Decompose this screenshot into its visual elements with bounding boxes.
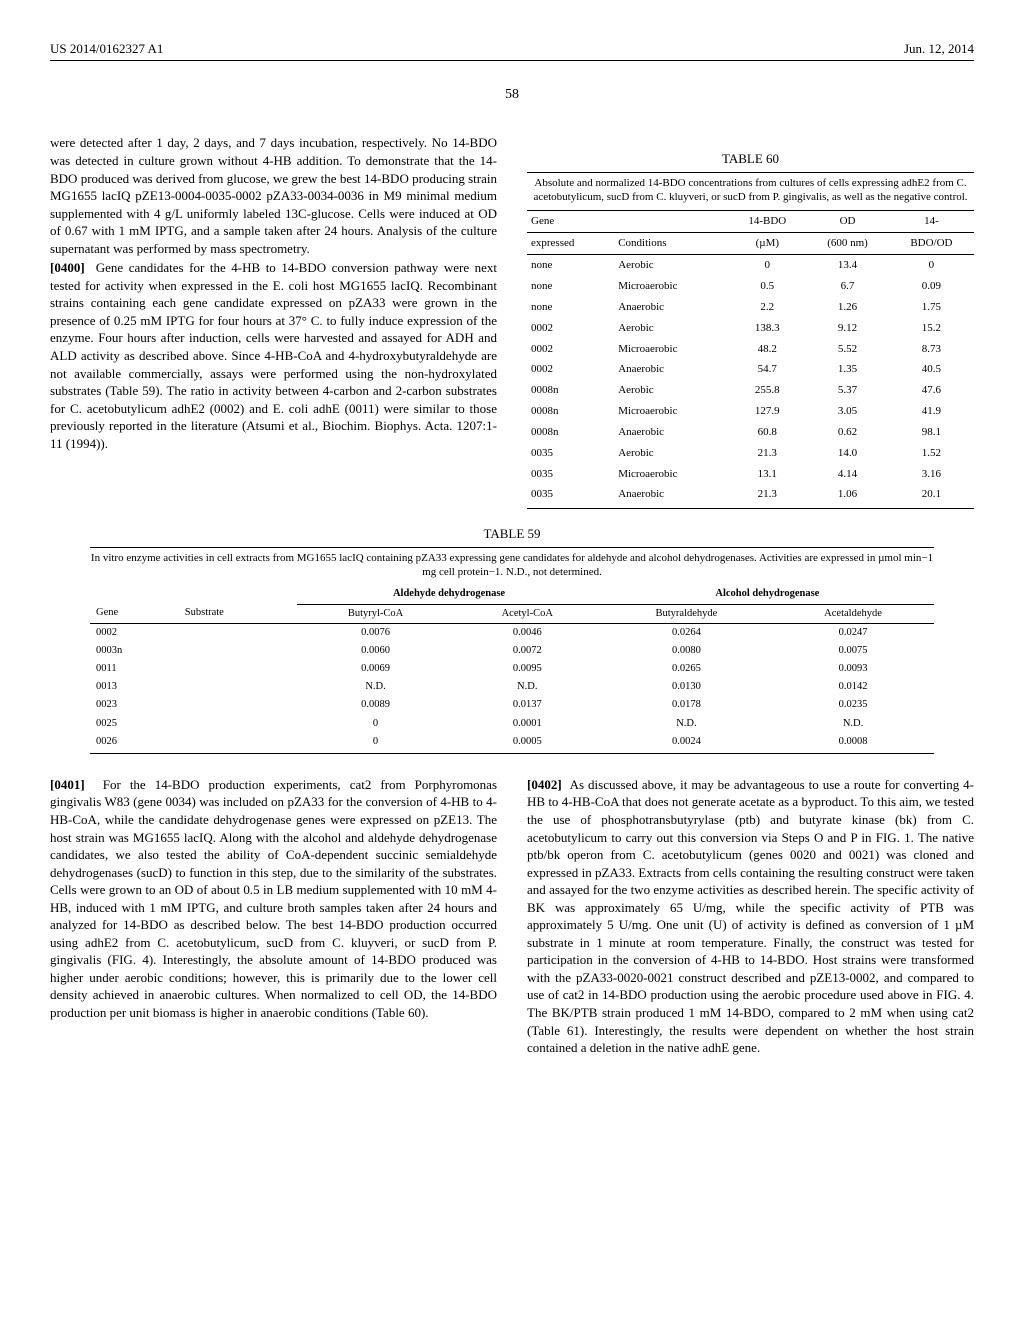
table-row: 0002Anaerobic54.71.3540.5 — [527, 359, 974, 380]
table-row: noneAnaerobic2.21.261.75 — [527, 297, 974, 318]
t60-h-ratio-a: 14- — [889, 211, 974, 233]
para-0402-text: As discussed above, it may be advantageo… — [527, 777, 974, 1055]
t60-h-ratio-b: BDO/OD — [889, 233, 974, 255]
t60-h-od-b: (600 nm) — [806, 233, 889, 255]
page-header: US 2014/0162327 A1 Jun. 12, 2014 — [50, 40, 974, 61]
table-row: 00110.00690.00950.02650.0093 — [90, 660, 934, 678]
table60-title: TABLE 60 — [527, 150, 974, 168]
t59-h1: Gene — [90, 604, 179, 623]
table-row: 00020.00760.00460.02640.0247 — [90, 623, 934, 642]
table-60: Gene 14-BDO OD 14- expressed Conditions … — [527, 210, 974, 509]
page-number: 58 — [50, 86, 974, 105]
para-num-0401: [0401] — [50, 777, 85, 792]
t60-h-gene-b: expressed — [527, 233, 614, 255]
t60-h-bdo-b: (µM) — [728, 233, 806, 255]
t59-grp1: Aldehyde dehydrogenase — [297, 585, 600, 604]
table-row: noneMicroaerobic0.56.70.09 — [527, 276, 974, 297]
left-column-top: were detected after 1 day, 2 days, and 7… — [50, 134, 497, 509]
table-row: 0035Aerobic21.314.01.52 — [527, 443, 974, 464]
para-0400: [0400] Gene candidates for the 4-HB to 1… — [50, 259, 497, 452]
table-row: 0003n0.00600.00720.00800.0075 — [90, 642, 934, 660]
para-0401: [0401] For the 14-BDO production experim… — [50, 776, 497, 1022]
t59-h3: Butyryl-CoA — [297, 604, 453, 623]
t60-h-gene-a: Gene — [527, 211, 614, 233]
para-num-0402: [0402] — [527, 777, 562, 792]
table-row: 002500.0001N.D.N.D. — [90, 715, 934, 733]
left-column-bottom: [0401] For the 14-BDO production experim… — [50, 776, 497, 1059]
table-row: 0002Aerobic138.39.1215.2 — [527, 318, 974, 339]
table-row: 0008nMicroaerobic127.93.0541.9 — [527, 401, 974, 422]
t60-h-bdo-a: 14-BDO — [728, 211, 806, 233]
para-continuation: were detected after 1 day, 2 days, and 7… — [50, 134, 497, 257]
t60-h-cond: Conditions — [614, 233, 728, 255]
t59-h6: Acetaldehyde — [772, 604, 934, 623]
table-row: 0013N.D.N.D.0.01300.0142 — [90, 678, 934, 696]
table-row: 0035Anaerobic21.31.0620.1 — [527, 484, 974, 508]
para-0401-text: For the 14-BDO production experiments, c… — [50, 777, 497, 1020]
table-row: noneAerobic013.40 — [527, 255, 974, 276]
table59-title: TABLE 59 — [50, 525, 974, 543]
table-row: 00230.00890.01370.01780.0235 — [90, 696, 934, 714]
para-num-0400: [0400] — [50, 260, 85, 275]
t60-h-od-a: OD — [806, 211, 889, 233]
top-columns: were detected after 1 day, 2 days, and 7… — [50, 134, 974, 509]
t59-h2: Substrate — [179, 604, 298, 623]
right-column-bottom: [0402] As discussed above, it may be adv… — [527, 776, 974, 1059]
para-0400-text: Gene candidates for the 4-HB to 14-BDO c… — [50, 260, 497, 450]
bottom-columns: [0401] For the 14-BDO production experim… — [50, 776, 974, 1059]
pub-number: US 2014/0162327 A1 — [50, 40, 163, 58]
table60-caption: Absolute and normalized 14-BDO concentra… — [527, 177, 974, 205]
t59-h5: Butyraldehyde — [601, 604, 772, 623]
t59-h4: Acetyl-CoA — [454, 604, 601, 623]
table-row: 0008nAnaerobic60.80.6298.1 — [527, 422, 974, 443]
para-0402: [0402] As discussed above, it may be adv… — [527, 776, 974, 1057]
table-row: 0002Microaerobic48.25.528.73 — [527, 339, 974, 360]
right-column-top: TABLE 60 Absolute and normalized 14-BDO … — [527, 134, 974, 509]
table-59: Aldehyde dehydrogenase Alcohol dehydroge… — [90, 585, 934, 754]
pub-date: Jun. 12, 2014 — [904, 40, 974, 58]
t59-grp2: Alcohol dehydrogenase — [601, 585, 934, 604]
table-row: 002600.00050.00240.0008 — [90, 733, 934, 754]
table-row: 0035Microaerobic13.14.143.16 — [527, 464, 974, 485]
table59-caption: In vitro enzyme activities in cell extra… — [90, 552, 934, 580]
table-row: 0008nAerobic255.85.3747.6 — [527, 380, 974, 401]
